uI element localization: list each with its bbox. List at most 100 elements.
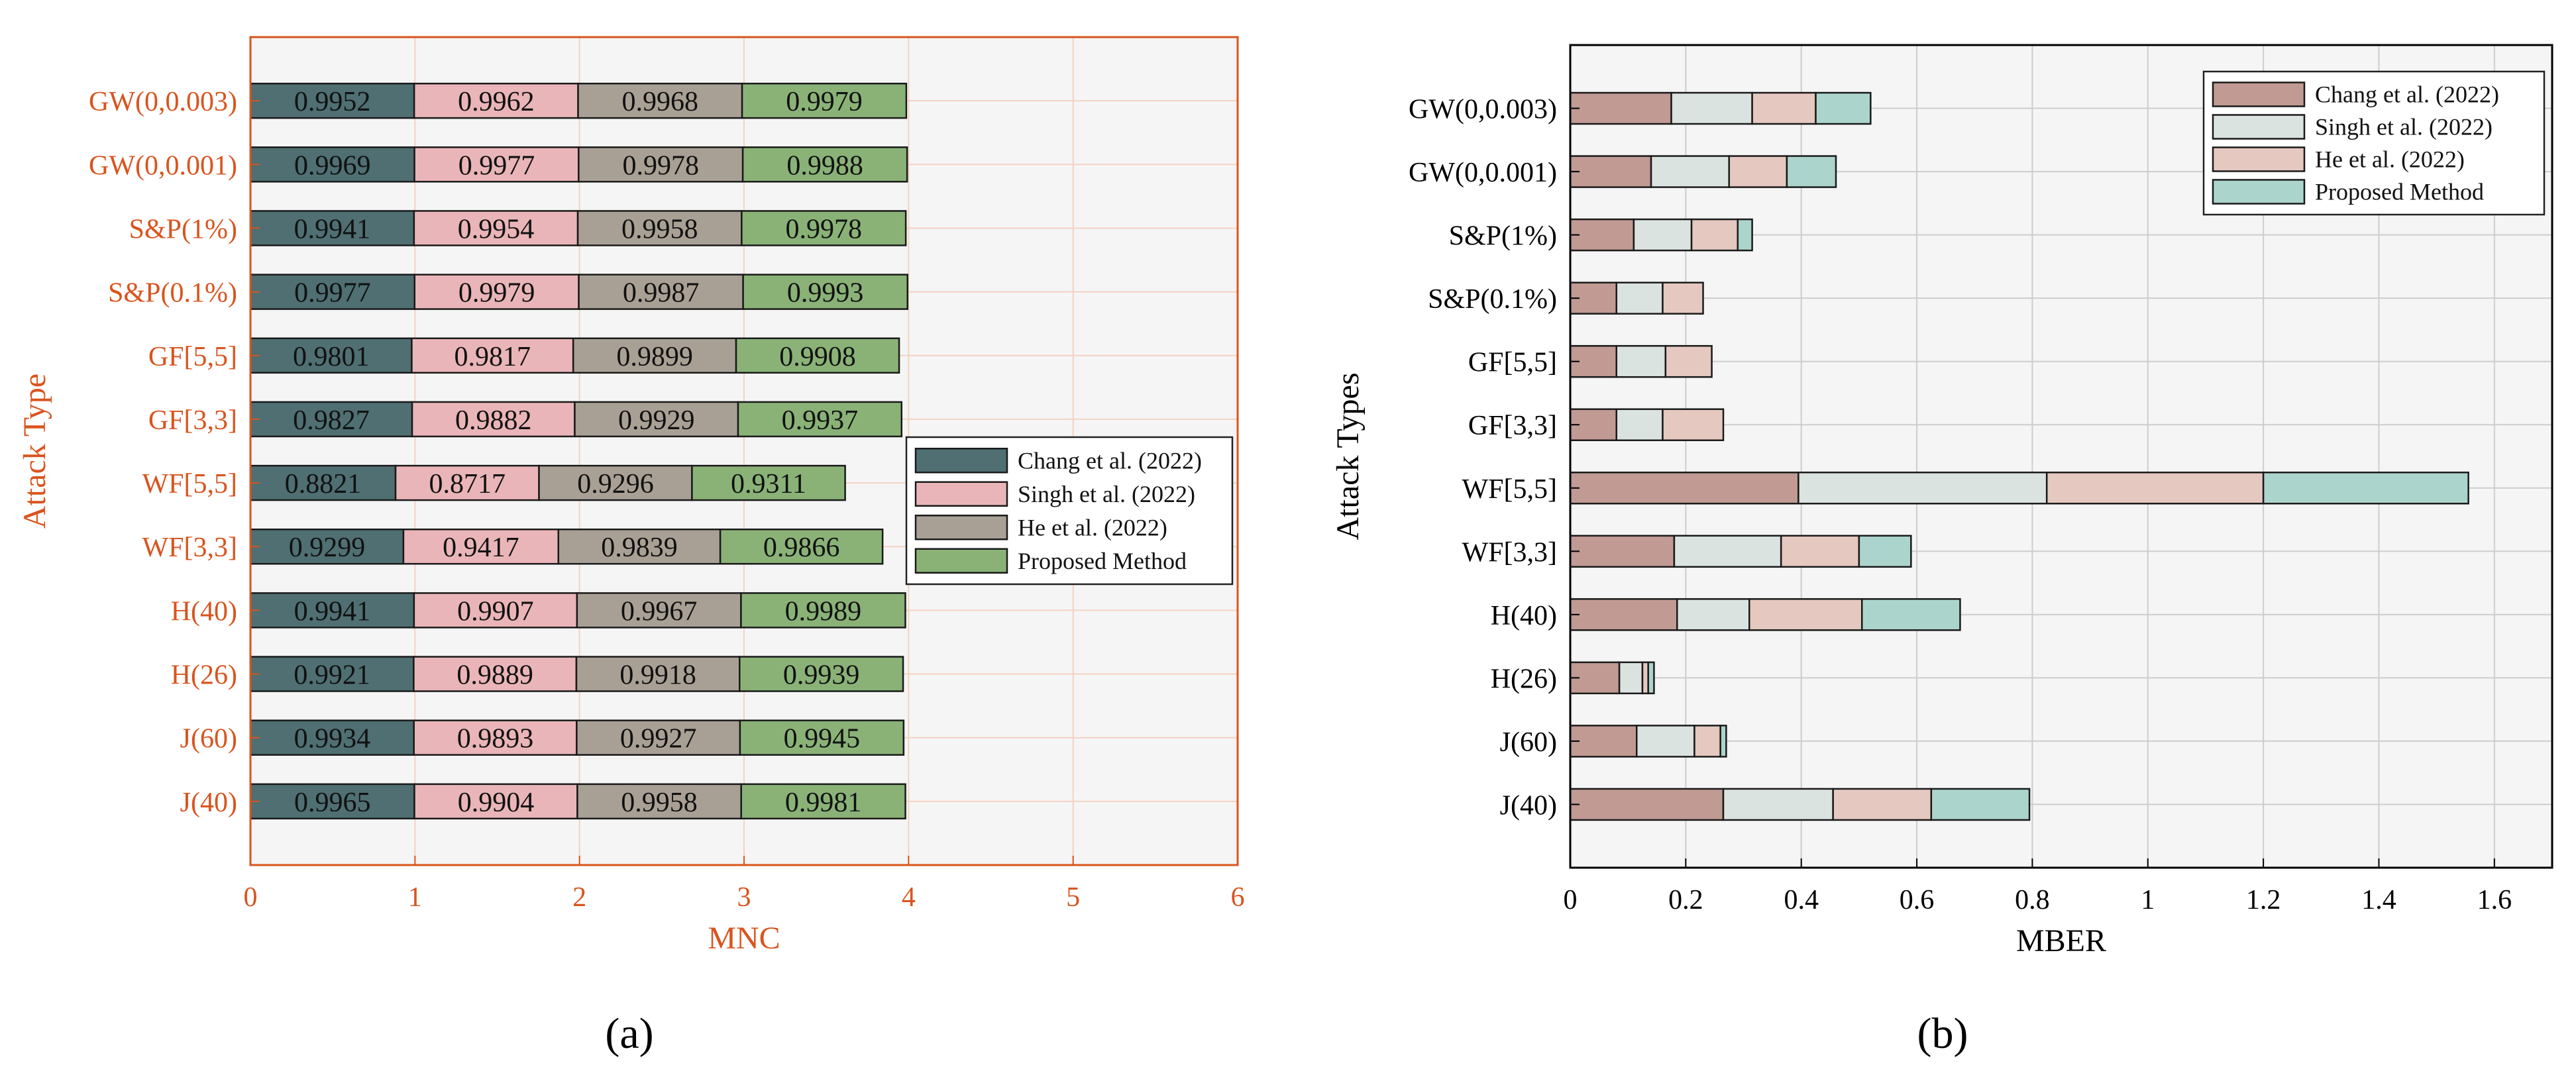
chart-b: GW(0,0.003) GW(0,0.001) S&P(1%) S&P(0.1%) GF… xyxy=(1330,44,2553,958)
chart-a-data-label: 0.9977 xyxy=(294,278,371,309)
chart-a-data-label: 0.9299 xyxy=(289,533,366,563)
chart-a-data-label: 0.9965 xyxy=(294,788,371,818)
chart-b-bar-segment xyxy=(1647,661,1655,695)
chart-a-bar-segment xyxy=(735,337,900,374)
chart-b-x-tick-label: 0.4 xyxy=(1784,885,1819,915)
chart-a-bar-segment xyxy=(738,656,904,692)
chart-a-category-label: H(40) xyxy=(171,596,237,627)
chart-a-bar-segment xyxy=(576,719,741,756)
chart-a-data-label: 0.9934 xyxy=(294,724,371,754)
chart-a-x-tick-label: 1 xyxy=(408,882,422,913)
chart-b-bar-segment xyxy=(1662,282,1704,315)
chart-a-legend-swatch xyxy=(914,548,1008,574)
chart-a-data-label: 0.9907 xyxy=(457,596,534,627)
chart-b-x-tick-label: 1 xyxy=(2141,885,2155,915)
chart-a-data-label: 0.9979 xyxy=(786,87,863,117)
chart-b-bar-segment xyxy=(1676,598,1750,631)
chart-a-bar-segment xyxy=(413,719,578,756)
chart-a-data-label: 0.9827 xyxy=(293,405,370,436)
chart-a-bar-segment xyxy=(413,274,580,310)
chart-a-x-tick-label: 2 xyxy=(572,882,586,913)
chart-b-bar-segment xyxy=(1615,282,1664,315)
chart-b-bar-segment xyxy=(1569,725,1638,758)
chart-a-category-label: S&P(0.1%) xyxy=(108,278,237,309)
chart-a-x-tick-label: 4 xyxy=(902,882,916,913)
chart-a-axes-frame xyxy=(249,36,1239,866)
chart-b-bar-segment xyxy=(1615,344,1667,378)
chart-b-category-label: GW(0,0.001) xyxy=(1409,158,1557,188)
chart-a-legend-swatch xyxy=(914,448,1008,474)
chart-a-data-label: 0.8717 xyxy=(429,469,506,499)
chart-b-y-axis-title: Attack Types xyxy=(1330,372,1366,540)
chart-a-category-label: J(40) xyxy=(180,788,237,818)
chart-a-bar-segment xyxy=(413,210,579,246)
chart-b-bar-segment xyxy=(1569,91,1672,125)
chart-a-bar-segment xyxy=(741,82,908,119)
chart-a-data-label: 0.9968 xyxy=(622,87,699,117)
chart-b-x-tick-label: 0.2 xyxy=(1668,885,1703,915)
chart-a-data-label: 0.9967 xyxy=(621,596,698,627)
chart-a-legend-entry: Chang et al. (2022) xyxy=(1018,447,1202,474)
chart-b-x-axis-title: MBER xyxy=(2016,923,2106,958)
chart-a-data-label: 0.9939 xyxy=(783,660,860,691)
chart-a-data-label: 0.9817 xyxy=(455,342,531,372)
chart-b-x-tick-label: 1.4 xyxy=(2361,885,2396,915)
chart-a-data-label: 0.8821 xyxy=(285,469,362,499)
chart-a-category-label: GW(0,0.003) xyxy=(89,87,237,117)
chart-b-legend-entry: Proposed Method xyxy=(2315,179,2484,205)
chart-a-data-label: 0.9927 xyxy=(620,724,697,754)
chart-a-data-label: 0.9987 xyxy=(623,278,700,309)
chart-b-category-label: J(40) xyxy=(1500,790,1557,821)
chart-a-bar-segment xyxy=(413,82,579,119)
chart-b-bar-segment xyxy=(1786,155,1837,188)
chart-a-data-label: 0.9918 xyxy=(619,660,696,691)
chart-b-bar-segment xyxy=(1569,155,1652,188)
chart-a-data-label: 0.9977 xyxy=(458,150,535,181)
chart-b-category-label: WF[3,3] xyxy=(1462,537,1557,568)
chart-b-bar-segment xyxy=(1780,535,1860,568)
chart-a-x-axis-title: MNC xyxy=(708,921,780,956)
chart-a-data-label: 0.9988 xyxy=(786,150,863,181)
chart-a-data-label: 0.9941 xyxy=(294,596,371,627)
chart-b-bar-segment xyxy=(1728,155,1788,188)
chart-b-bar-segment xyxy=(1858,535,1912,568)
chart-a-data-label: 0.9945 xyxy=(784,724,861,754)
chart-b-bar-segment xyxy=(1690,218,1739,252)
chart-a-x-tick-label: 0 xyxy=(244,882,258,913)
chart-b-legend-swatch xyxy=(2212,114,2306,140)
chart-b-x-tick-label: 0.8 xyxy=(2015,885,2050,915)
chart-b-bar-segment xyxy=(1930,788,2031,821)
chart-b-bar-segment xyxy=(1719,725,1727,758)
chart-a-data-label: 0.9954 xyxy=(458,214,535,244)
chart-a-data-label: 0.9908 xyxy=(779,342,856,372)
chart-b-bar-segment xyxy=(1693,725,1721,758)
chart-a-bar-segment xyxy=(576,592,742,629)
chart-a-data-label: 0.9904 xyxy=(458,788,535,818)
chart-a-data-label: 0.9889 xyxy=(456,660,533,691)
chart-b-x-tick-label: 0.6 xyxy=(1900,885,1935,915)
chart-a-x-tick-label: 3 xyxy=(737,882,751,913)
chart-a-bar-segment xyxy=(577,82,743,119)
chart-a-category-label: GF[3,3] xyxy=(148,405,237,436)
chart-a-data-label: 0.9993 xyxy=(787,278,864,309)
panel-label-b: (b) xyxy=(1917,1009,1968,1058)
chart-a-bar-segment xyxy=(740,783,906,820)
chart-b-bar-segment xyxy=(1798,472,2048,505)
chart-a-bar-segment xyxy=(742,274,908,310)
chart-a-bar-segment xyxy=(402,528,560,565)
chart-a-data-label: 0.9921 xyxy=(294,660,370,691)
chart-b-category-label: GF[5,5] xyxy=(1468,348,1557,378)
chart-a-data-label: 0.9893 xyxy=(457,724,534,754)
chart-b-bar-segment xyxy=(1618,661,1644,695)
chart-a-bar-segment xyxy=(741,210,907,246)
chart-b-bar-segment xyxy=(1748,598,1863,631)
chart-b-bar-segment xyxy=(1633,218,1693,252)
chart-a-bar-segment xyxy=(740,592,906,629)
chart-a-y-axis-title: Attack Type xyxy=(17,374,52,529)
chart-a-bar-segment xyxy=(538,464,693,501)
chart-a-data-label: 0.9929 xyxy=(618,405,695,436)
chart-a-bar-segment xyxy=(249,146,415,183)
chart-b-legend-swatch xyxy=(2212,179,2306,205)
chart-b-bar-segment xyxy=(1737,218,1753,252)
